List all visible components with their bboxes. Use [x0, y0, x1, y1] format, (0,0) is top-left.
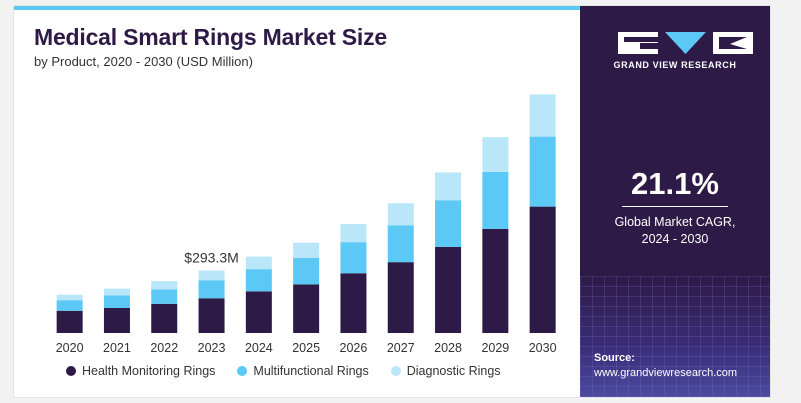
legend-item-health-monitoring: Health Monitoring Rings [66, 364, 215, 378]
bar-2028-diagnostic-rings [435, 172, 462, 201]
x-tick-label-2023: 2023 [198, 341, 226, 355]
panel-grid-decoration [580, 276, 770, 397]
bar-2029-health-monitoring-rings [482, 228, 509, 333]
bar-2025-diagnostic-rings [293, 242, 320, 258]
legend-item-multifunctional: Multifunctional Rings [237, 364, 369, 378]
bar-2020-multifunctional-rings [56, 300, 83, 311]
cagr-value: 21.1% [631, 166, 719, 201]
bar-2027-diagnostic-rings [387, 203, 414, 226]
bar-2022-health-monitoring-rings [151, 303, 178, 333]
callout-value-label: $293.3M [184, 250, 238, 266]
bar-2024-health-monitoring-rings [245, 291, 272, 333]
x-tick-label-2029: 2029 [481, 341, 509, 355]
chart-legend: Health Monitoring Rings Multifunctional … [66, 364, 501, 378]
bar-2029-multifunctional-rings [482, 171, 509, 229]
bar-2026-multifunctional-rings [340, 242, 367, 274]
bar-2022-diagnostic-rings [151, 281, 178, 290]
legend-swatch-multifunctional [237, 366, 248, 376]
x-tick-label-2025: 2025 [292, 341, 320, 355]
x-tick-label-2021: 2021 [103, 341, 131, 355]
x-tick-label-2026: 2026 [340, 341, 368, 355]
x-tick-label-2020: 2020 [56, 341, 84, 355]
bar-2024-multifunctional-rings [245, 269, 272, 292]
bar-2027-health-monitoring-rings [387, 262, 414, 333]
chart-card: Medical Smart Rings Market Size by Produ… [14, 6, 770, 397]
brand-name: GRAND VIEW RESEARCH [613, 60, 737, 70]
x-tick-label-2028: 2028 [434, 341, 462, 355]
legend-item-diagnostic: Diagnostic Rings [390, 364, 501, 378]
bar-2030-health-monitoring-rings [529, 206, 556, 333]
bar-2026-diagnostic-rings [340, 224, 367, 243]
bar-2030-multifunctional-rings [529, 136, 556, 207]
legend-label-health-monitoring: Health Monitoring Rings [82, 364, 216, 378]
chart-subtitle: by Product, 2020 - 2030 (USD Million) [34, 54, 253, 69]
bar-2028-multifunctional-rings [435, 200, 462, 247]
stacked-bar-chart: 2020 2021 2022 2023 $293.3M 2024 2025 2026 2027 2… [56, 94, 557, 355]
source-url: www.grandviewresearch.com [594, 367, 738, 379]
legend-label-multifunctional: Multifunctional Rings [253, 364, 369, 378]
x-tick-label-2024: 2024 [245, 341, 273, 355]
bar-2026-health-monitoring-rings [340, 273, 367, 333]
grand-view-research-logo-icon [618, 32, 753, 54]
bar-2021-health-monitoring-rings [103, 308, 130, 333]
cagr-label-line-2: 2024 - 2030 [641, 232, 709, 246]
cagr-label: Global Market CAGR, 2024 - 2030 [580, 214, 770, 248]
bar-2025-multifunctional-rings [293, 258, 320, 285]
source-heading: Source: [594, 352, 635, 364]
bar-2020-health-monitoring-rings [56, 310, 83, 333]
x-tick-label-2022: 2022 [150, 341, 178, 355]
cagr-divider [622, 206, 728, 207]
bar-2024-diagnostic-rings [245, 256, 272, 270]
bar-2030-diagnostic-rings [529, 94, 556, 137]
bar-2025-health-monitoring-rings [293, 284, 320, 333]
bar-2022-multifunctional-rings [151, 289, 178, 304]
bar-2021-multifunctional-rings [103, 295, 130, 308]
x-tick-label-2030: 2030 [529, 341, 557, 355]
bar-2023-multifunctional-rings [198, 280, 225, 299]
bar-2023-health-monitoring-rings [198, 298, 225, 333]
bar-2020-diagnostic-rings [56, 294, 83, 301]
bar-2023-diagnostic-rings [198, 270, 225, 281]
bar-2027-multifunctional-rings [387, 225, 414, 263]
bar-2021-diagnostic-rings [103, 288, 130, 296]
legend-swatch-diagnostic [390, 366, 401, 376]
x-tick-label-2027: 2027 [387, 341, 415, 355]
bar-2029-diagnostic-rings [482, 137, 509, 172]
top-accent-bar [14, 6, 580, 10]
legend-label-diagnostic: Diagnostic Rings [406, 364, 501, 378]
info-panel: GRAND VIEW RESEARCH 21.1% Global Market … [580, 6, 770, 397]
cagr-label-line-1: Global Market CAGR, [614, 215, 736, 229]
legend-swatch-health-monitoring [66, 366, 76, 376]
chart-title: Medical Smart Rings Market Size [34, 24, 387, 50]
bar-2028-health-monitoring-rings [435, 246, 462, 333]
